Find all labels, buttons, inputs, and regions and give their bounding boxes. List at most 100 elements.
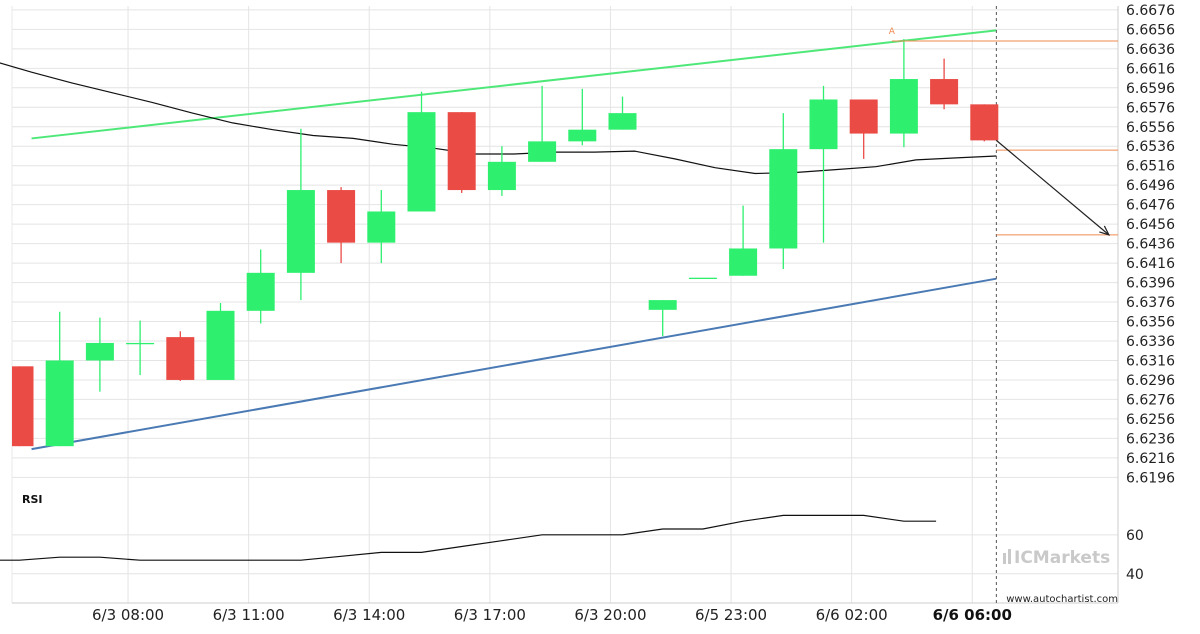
candle: [166, 331, 195, 381]
candle: [126, 320, 155, 376]
y-tick-label: 6.6576: [1126, 100, 1175, 116]
y-tick-label: 6.6236: [1126, 431, 1175, 447]
candle-body: [246, 272, 275, 311]
y-tick-label: 6.6316: [1126, 353, 1175, 369]
candle: [447, 112, 476, 193]
candle-body: [407, 112, 436, 212]
candle-body: [327, 190, 356, 243]
y-tick-label: 6.6436: [1126, 237, 1175, 253]
moving-average-layer: [0, 62, 997, 175]
candle: [487, 146, 516, 196]
candle: [367, 190, 396, 264]
y-tick-label: 6.6216: [1126, 451, 1175, 467]
y-tick-label: 6.6476: [1126, 198, 1175, 214]
rsi-label: RSI: [22, 493, 43, 506]
x-tick-label: 6/3 17:00: [454, 606, 526, 624]
rsi-grid-lines: [12, 534, 1118, 575]
y-tick-label: 6.6296: [1126, 373, 1175, 389]
y-tick-label: 6.6636: [1126, 42, 1175, 58]
brand-name: ICMarkets: [1014, 548, 1110, 568]
point-marker-label: A: [889, 27, 896, 37]
forecast-arrow-line: [995, 139, 1110, 236]
forecast-arrow-head: [1099, 225, 1111, 236]
candle-body: [648, 300, 677, 310]
candle: [45, 311, 74, 447]
candle: [85, 317, 114, 392]
x-axis-ticks: 6/3 08:00 6/3 11:00 6/3 14:00 6/3 17:00 6/3 …: [92, 606, 1012, 624]
candlesticks: [12, 39, 999, 447]
candle: [809, 85, 838, 243]
x-tick-label: 6/5 23:00: [695, 606, 767, 624]
candle-body: [45, 360, 74, 447]
y-tick-label: 6.6596: [1126, 81, 1175, 97]
candle: [688, 277, 717, 280]
x-tick-label: 6/3 14:00: [333, 606, 405, 624]
y-tick-label: 6.6616: [1126, 61, 1175, 77]
moving-average-line: [0, 62, 997, 175]
candle-body: [729, 248, 758, 276]
y-tick-label: 6.6556: [1126, 120, 1175, 136]
y-tick-label: 6.6536: [1126, 139, 1175, 155]
x-tick-label: 6/3 20:00: [574, 606, 646, 624]
forecast-layer: [995, 139, 1111, 236]
brand-logo: ICMarkets: [1003, 548, 1110, 568]
y-tick-label: 6.6416: [1126, 256, 1175, 272]
candle-body: [206, 310, 235, 380]
candle-body: [367, 211, 396, 243]
candle-body: [487, 161, 516, 191]
resistance-line: [31, 29, 997, 140]
y-axis-ticks: 6.6676 6.6656 6.6636 6.6616 6.6596 6.6576 6.65…: [1126, 3, 1175, 486]
candle: [206, 303, 235, 380]
grid-lines: [12, 6, 1118, 603]
candle-body: [769, 149, 798, 249]
trend-lines: [31, 6, 997, 603]
y-tick-label: 6.6656: [1126, 22, 1175, 38]
candle: [930, 58, 959, 110]
y-tick-label: 6.6336: [1126, 334, 1175, 350]
axis-frame: [11, 6, 1119, 604]
y-tick-label: 6.6676: [1126, 3, 1175, 19]
candle: [327, 187, 356, 264]
logo-bar-icon: [1008, 549, 1011, 564]
logo-bar-icon: [1003, 553, 1006, 564]
candle: [246, 249, 275, 324]
candle: [889, 39, 918, 148]
candle-body: [688, 277, 717, 280]
candle-body: [889, 79, 918, 134]
y-tick-label: 6.6196: [1126, 470, 1175, 486]
rsi-tick-label: 40: [1126, 567, 1144, 583]
y-tick-label: 6.6496: [1126, 178, 1175, 194]
rsi-tick-label: 60: [1126, 528, 1144, 544]
y-tick-label: 6.6256: [1126, 412, 1175, 428]
candle-body: [85, 342, 114, 361]
y-tick-label: 6.6396: [1126, 276, 1175, 292]
candle-body: [126, 342, 155, 345]
candle: [568, 88, 597, 146]
candle-body: [286, 190, 315, 273]
y-tick-label: 6.6376: [1126, 295, 1175, 311]
candle: [407, 91, 436, 212]
y-tick-label: 6.6516: [1126, 159, 1175, 175]
rsi-panel: 60 40: [0, 514, 1144, 583]
y-tick-label: 6.6276: [1126, 392, 1175, 408]
candle: [608, 96, 637, 130]
candle: [970, 104, 999, 142]
candle-body: [608, 113, 637, 130]
site-url: www.autochartist.com: [1006, 594, 1118, 605]
candle: [769, 113, 798, 269]
candle-body: [447, 112, 476, 191]
candle-body: [12, 366, 34, 447]
candle-body: [528, 141, 557, 162]
candle: [729, 205, 758, 276]
candle: [528, 85, 557, 162]
y-tick-label: 6.6456: [1126, 217, 1175, 233]
candle-body: [568, 129, 597, 142]
x-tick-label: 6/6 06:00: [933, 606, 1012, 624]
x-tick-label: 6/6 02:00: [816, 606, 888, 624]
candle-body: [166, 337, 195, 380]
x-tick-label: 6/3 11:00: [213, 606, 285, 624]
y-tick-label: 6.6356: [1126, 315, 1175, 331]
x-tick-label: 6/3 08:00: [92, 606, 164, 624]
candle: [648, 300, 677, 337]
